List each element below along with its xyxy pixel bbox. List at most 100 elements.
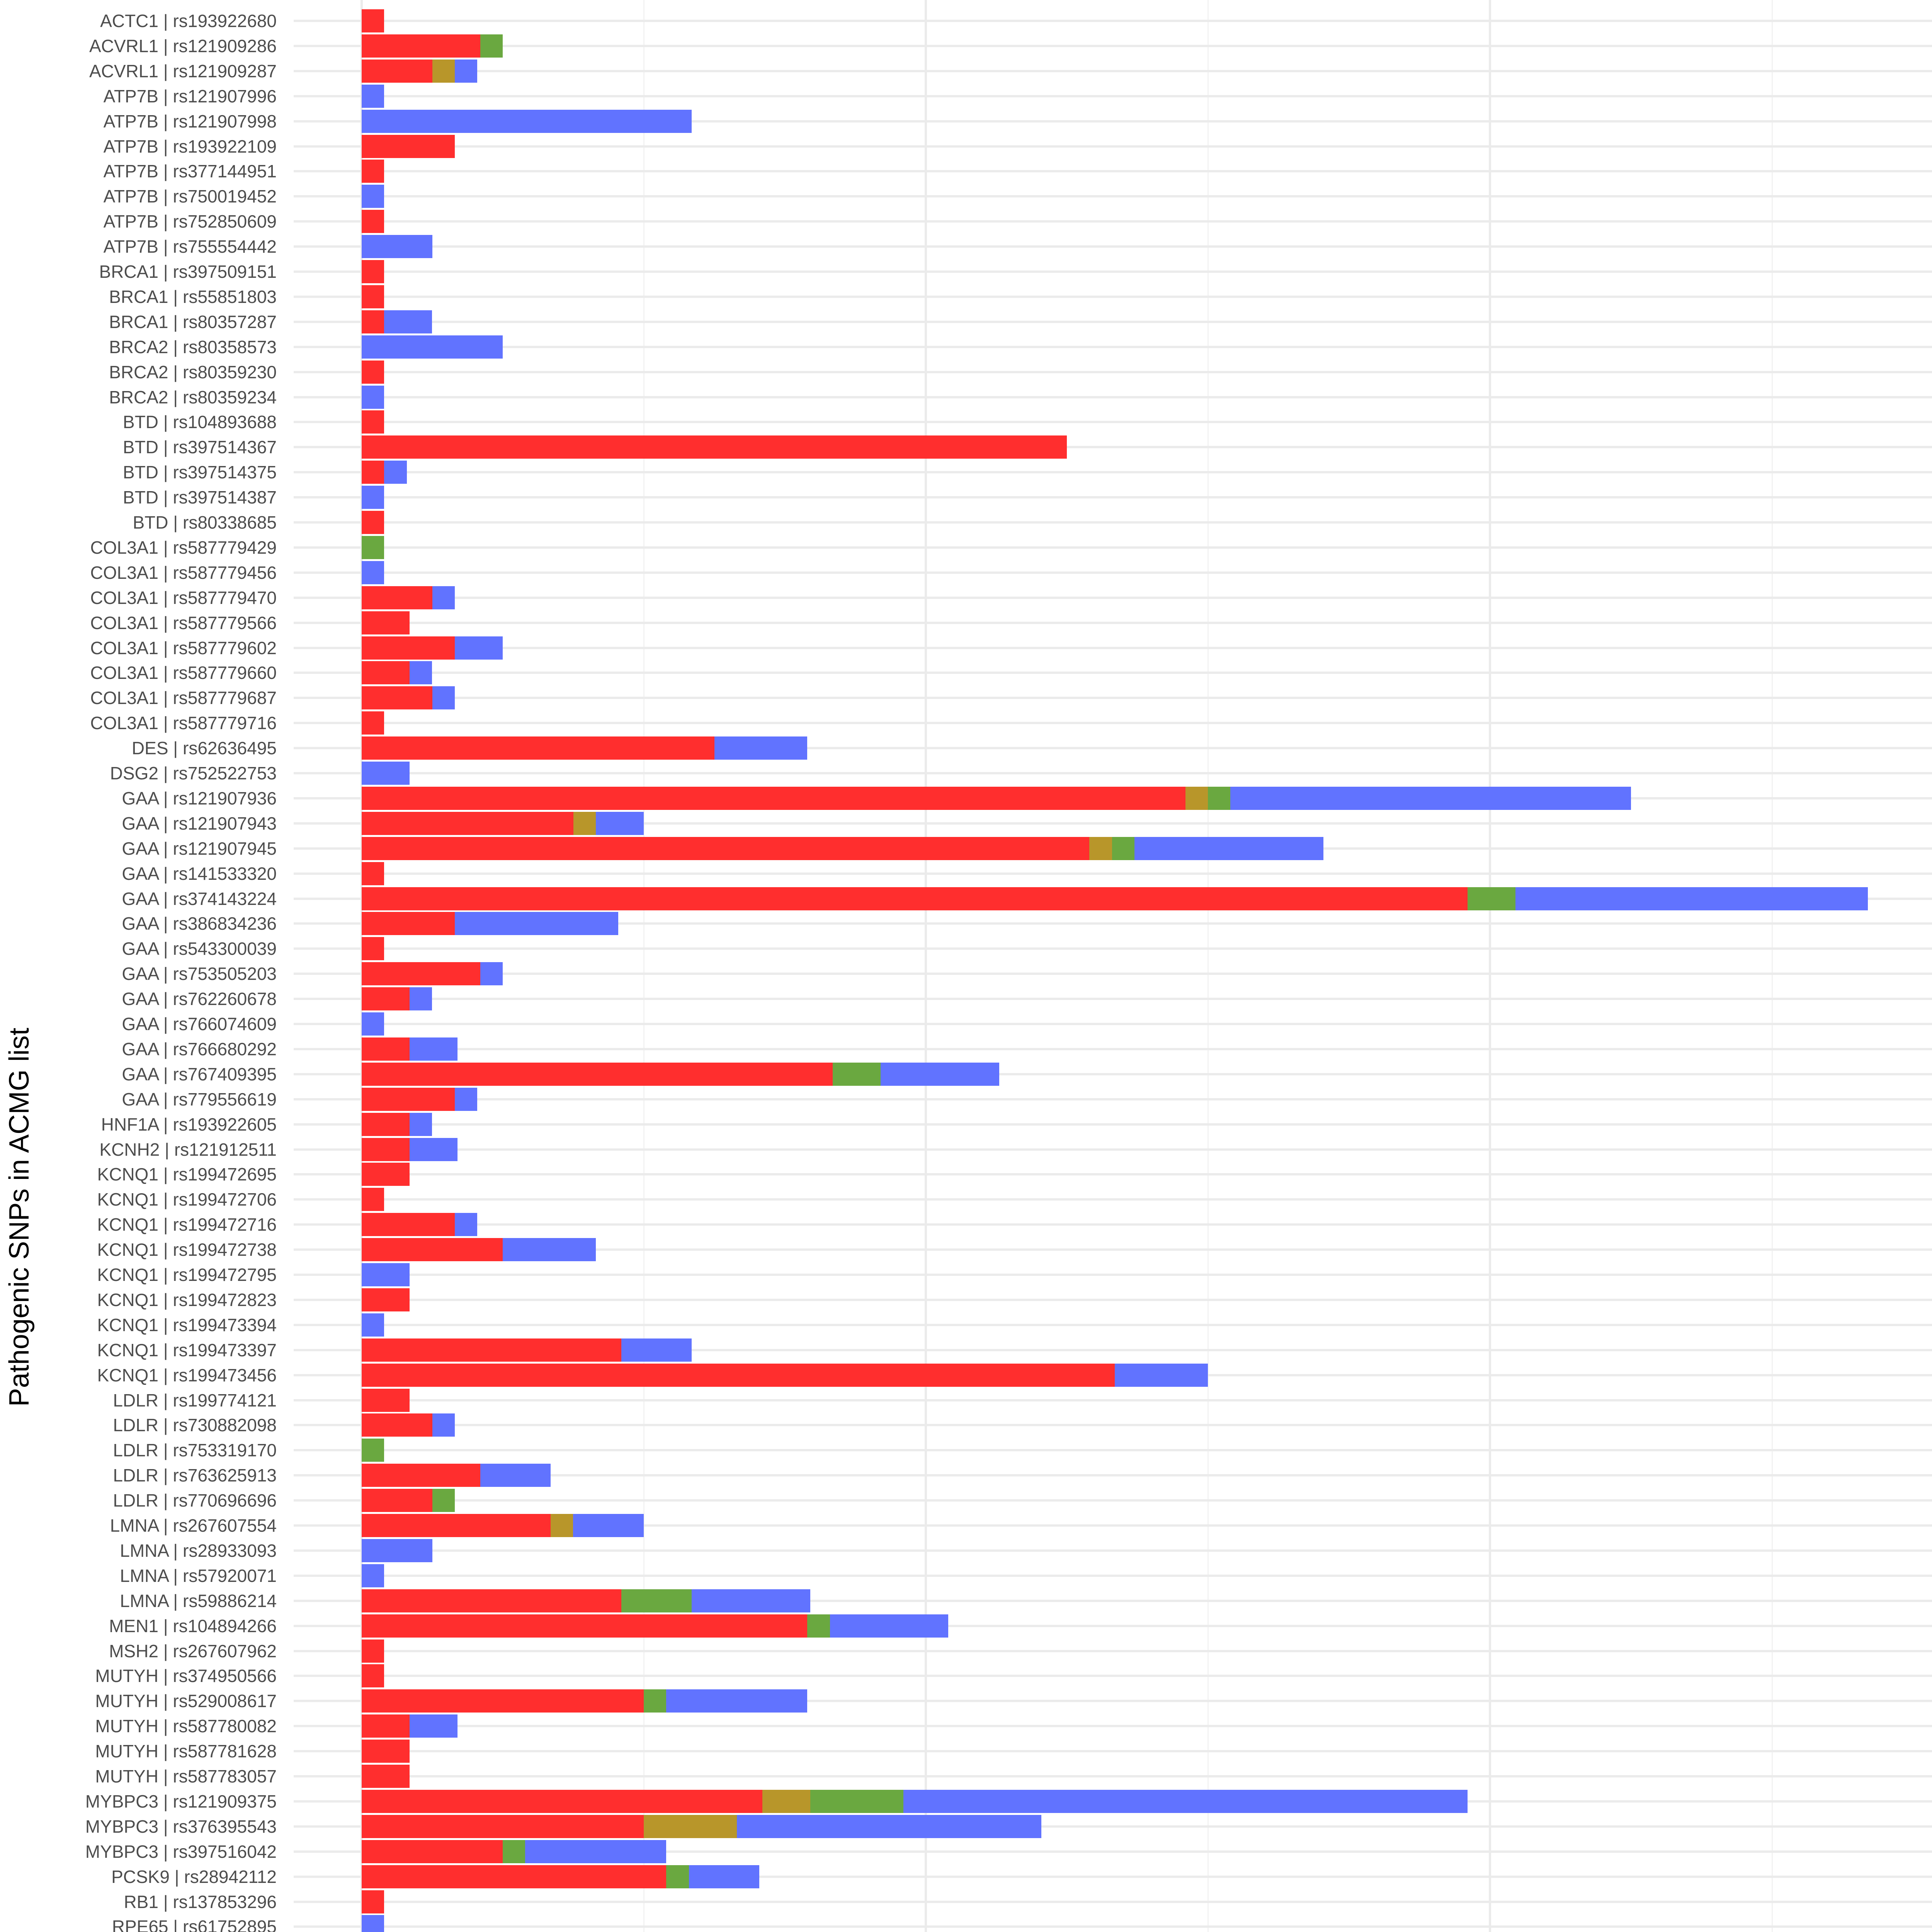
row-gridline (294, 822, 1932, 825)
y-axis-labels: ACTC1 | rs193922680 ACVRL1 | rs121909286 A… (0, 0, 277, 1932)
bar-segment-ind (362, 686, 432, 710)
y-tick-label: ATP7B | rs752850609 (103, 211, 277, 232)
stacked-bar (362, 837, 1324, 860)
row-gridline (294, 421, 1932, 423)
bar-segment-afr (666, 1865, 689, 1888)
bar-segment-eur (362, 1012, 384, 1036)
stacked-bar (362, 1313, 384, 1337)
y-tick-label: ATP7B | rs755554442 (103, 236, 277, 257)
stacked-bar (362, 1062, 999, 1086)
bar-segment-ind (362, 1163, 410, 1186)
y-tick-label: ACTC1 | rs193922680 (100, 11, 277, 31)
row-gridline (294, 672, 1932, 674)
bar-segment-ind (362, 1238, 503, 1262)
bar-segment-eur (621, 1338, 692, 1362)
row-gridline (294, 1825, 1932, 1828)
y-tick-label: BTD | rs397514375 (122, 462, 277, 483)
row-gridline (294, 1073, 1932, 1075)
y-tick-label: KCNQ1 | rs199472823 (97, 1289, 277, 1310)
row-gridline (294, 320, 1932, 323)
y-tick-label: GAA | rs762260678 (122, 989, 277, 1009)
bar-segment-eur (362, 1539, 432, 1562)
bar-segment-eas (573, 811, 596, 835)
y-tick-label: MYBPC3 | rs376395543 (85, 1816, 277, 1837)
row-gridline (294, 747, 1932, 750)
bar-segment-eur (362, 185, 384, 208)
row-gridline (294, 220, 1932, 223)
bar-segment-afr (362, 536, 384, 559)
row-gridline (294, 697, 1932, 699)
row-gridline (294, 1725, 1932, 1728)
row-gridline (294, 1023, 1932, 1025)
bar-segment-ind (362, 811, 573, 835)
row-gridline (294, 722, 1932, 724)
stacked-bar (362, 1539, 432, 1562)
bar-segment-ind (362, 1639, 384, 1663)
row-gridline (294, 345, 1932, 348)
bar-segment-afr (1208, 786, 1231, 810)
stacked-bar (362, 1789, 1468, 1813)
row-gridline (294, 998, 1932, 1000)
bar-segment-eur (830, 1614, 949, 1638)
row-gridline (294, 120, 1932, 122)
row-gridline (294, 1574, 1932, 1577)
row-gridline (294, 1248, 1932, 1251)
y-tick-label: ACVRL1 | rs121909286 (89, 36, 277, 56)
row-gridline (294, 95, 1932, 97)
row-gridline (294, 1274, 1932, 1276)
row-gridline (294, 20, 1932, 22)
row-gridline (294, 396, 1932, 398)
bar-segment-ind (362, 736, 714, 760)
y-tick-label: GAA | rs374143224 (122, 888, 277, 909)
row-gridline (294, 1048, 1932, 1050)
y-tick-label: ATP7B | rs377144951 (103, 161, 277, 182)
row-gridline (294, 1775, 1932, 1777)
bar-segment-eur (903, 1789, 1468, 1813)
row-gridline (294, 1098, 1932, 1100)
bar-segment-ind (362, 260, 384, 283)
stacked-bar (362, 762, 410, 785)
stacked-bar (362, 84, 384, 108)
bar-segment-ind (362, 435, 1067, 459)
bar-segment-ind (362, 210, 384, 233)
stacked-bar (362, 1087, 478, 1111)
y-tick-label: RB1 | rs137853296 (124, 1891, 277, 1912)
y-tick-label: KCNQ1 | rs199472795 (97, 1265, 277, 1285)
stacked-bar (362, 1514, 644, 1537)
bar-segment-eur (362, 1915, 384, 1932)
stacked-bar (362, 736, 808, 760)
bar-segment-eur (454, 636, 503, 660)
bar-segment-ind (362, 1037, 410, 1061)
y-tick-label: BRCA2 | rs80359230 (109, 362, 277, 382)
row-gridline (294, 446, 1932, 449)
row-gridline (294, 195, 1932, 198)
bar-segment-ind (362, 160, 384, 183)
bar-segment-ind (362, 1765, 410, 1788)
bar-segment-eur (432, 586, 455, 609)
bar-segment-eur (432, 1413, 455, 1437)
stacked-bar (362, 1464, 551, 1487)
y-tick-label: GAA | rs121907945 (122, 838, 277, 859)
y-tick-label: HNF1A | rs193922605 (101, 1114, 277, 1134)
row-gridline (294, 1198, 1932, 1201)
bar-segment-eur (410, 1138, 458, 1161)
stacked-bar (362, 811, 644, 835)
stacked-bar (362, 34, 503, 58)
bar-segment-ind (362, 1288, 410, 1311)
row-gridline (294, 621, 1932, 624)
row-gridline (294, 1323, 1932, 1326)
row-gridline (294, 270, 1932, 273)
bar-segment-eur (362, 385, 384, 409)
y-tick-label: MUTYH | rs587781628 (95, 1741, 277, 1762)
stacked-bar (362, 661, 432, 685)
stacked-bar (362, 1740, 410, 1763)
bar-segment-eur (454, 59, 478, 83)
bar-segment-afr (807, 1614, 830, 1638)
bar-segment-ind (362, 9, 384, 32)
y-tick-label: KCNQ1 | rs199472716 (97, 1214, 277, 1235)
bar-segment-ind (362, 1664, 384, 1688)
row-gridline (294, 44, 1932, 47)
bar-segment-ind (362, 1112, 410, 1136)
bar-segment-afr (833, 1062, 881, 1086)
stacked-bar (362, 1689, 808, 1713)
